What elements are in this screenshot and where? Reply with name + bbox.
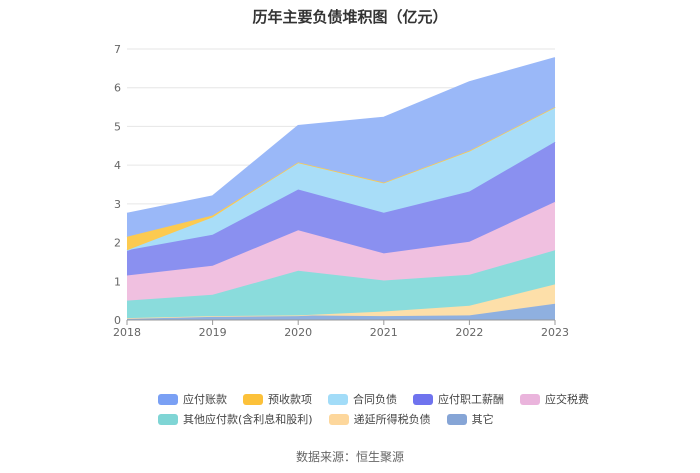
- area-series-4[interactable]: [127, 141, 555, 276]
- legend-swatch: [243, 393, 263, 405]
- legend-item-deferred-tax[interactable]: 递延所得税负债: [328, 411, 431, 427]
- legend-item-advance-receipts[interactable]: 预收款项: [243, 391, 312, 407]
- x-tick-label: 2018: [113, 326, 141, 339]
- y-tick-label: 7: [114, 43, 121, 56]
- legend-swatch: [328, 393, 348, 405]
- chart-legend: 应付账款 预收款项 合同负债 应付职工薪酬 应交税费 其他应付款(含利: [158, 389, 589, 429]
- legend-item-accounts-payable[interactable]: 应付账款: [158, 391, 227, 407]
- area-series-3[interactable]: [127, 201, 555, 301]
- y-tick-label: 4: [114, 159, 121, 172]
- y-tick-labels: 0 1 2 3 4 5 6 7: [114, 43, 121, 327]
- legend-swatch: [520, 393, 540, 405]
- x-tick-label: 2019: [199, 326, 227, 339]
- area-series: [126, 57, 556, 320]
- y-tick-label: 2: [114, 237, 121, 250]
- x-tick-labels: 2018 2019 2020 2021 2022 2023: [113, 326, 569, 339]
- legend-row-2: 其他应付款(含利息和股利) 递延所得税负债 其它: [158, 409, 578, 429]
- legend-swatch: [158, 393, 178, 405]
- y-tick-label: 3: [114, 198, 121, 211]
- x-tick-label: 2023: [541, 326, 569, 339]
- legend-label: 其它: [471, 413, 494, 426]
- data-source: 数据来源：恒生聚源: [295, 450, 404, 464]
- area-series-1[interactable]: [127, 284, 555, 319]
- chart-title: 历年主要负债堆积图（亿元）: [252, 8, 448, 26]
- legend-item-others[interactable]: 其它: [446, 411, 494, 427]
- y-tick-label: 5: [114, 120, 121, 133]
- legend-label: 应交税费: [545, 393, 589, 406]
- legend-item-other-payables[interactable]: 其他应付款(含利息和股利): [158, 411, 313, 427]
- x-tick-label: 2021: [370, 326, 398, 339]
- legend-item-contract-liabilities[interactable]: 合同负债: [328, 391, 397, 407]
- area-series-7[interactable]: [127, 57, 555, 237]
- legend-swatch: [446, 413, 467, 425]
- area-series-2[interactable]: [127, 250, 555, 319]
- legend-label: 预收款项: [268, 393, 312, 406]
- legend-item-employee-payable[interactable]: 应付职工薪酬: [413, 391, 504, 407]
- legend-label: 合同负债: [353, 393, 397, 406]
- legend-label: 应付职工薪酬: [438, 393, 504, 406]
- legend-row-1: 应付账款 预收款项 合同负债 应付职工薪酬 应交税费: [158, 389, 589, 409]
- legend-item-taxes-payable[interactable]: 应交税费: [520, 391, 589, 407]
- y-tick-label: 6: [114, 82, 121, 95]
- area-series-5[interactable]: [127, 107, 555, 251]
- legend-swatch: [413, 393, 433, 405]
- area-edge-7: [126, 57, 556, 215]
- legend-swatch: [328, 413, 349, 425]
- x-tick-label: 2020: [284, 326, 312, 339]
- axes: [126, 319, 556, 325]
- legend-swatch: [158, 413, 178, 425]
- y-tick-label: 1: [114, 275, 121, 288]
- legend-label: 应付账款: [183, 393, 227, 406]
- y-tick-label: 0: [114, 314, 121, 327]
- x-tick-label: 2022: [455, 326, 483, 339]
- legend-label: 其他应付款(含利息和股利): [183, 413, 313, 426]
- legend-label: 递延所得税负债: [353, 413, 431, 426]
